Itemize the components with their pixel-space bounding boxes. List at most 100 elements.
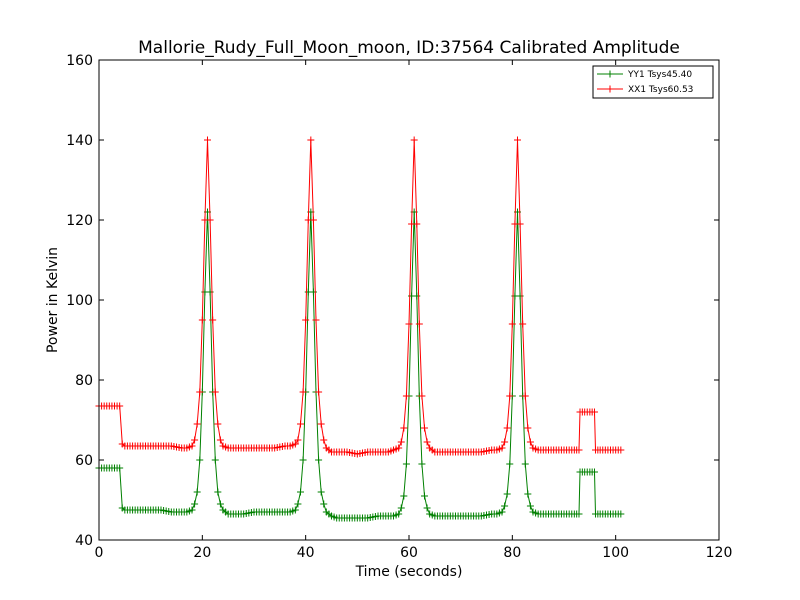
- data-point: [317, 420, 325, 428]
- data-point: [413, 220, 421, 228]
- data-point: [575, 446, 583, 454]
- legend: YY1 Tsys45.40 XX1 Tsys60.53: [592, 65, 714, 99]
- data-point: [405, 320, 413, 328]
- data-point: [206, 216, 214, 224]
- data-point: [397, 504, 405, 512]
- data-point: [315, 456, 323, 464]
- x-axis: 0 20 40 60 80 100 120: [95, 60, 733, 561]
- data-point: [519, 320, 527, 328]
- data-point: [211, 388, 219, 396]
- legend-label-xx1: XX1 Tsys60.53: [628, 85, 693, 95]
- data-point: [196, 388, 204, 396]
- x-tick-label: 120: [706, 545, 733, 561]
- data-point: [193, 420, 201, 428]
- data-point: [211, 456, 219, 464]
- data-point: [503, 424, 511, 432]
- y-axis-label: Power in Kelvin: [45, 247, 61, 353]
- data-point: [498, 444, 506, 452]
- data-point: [590, 408, 598, 416]
- data-point: [418, 460, 426, 468]
- legend-label-yy1: YY1 Tsys45.40: [627, 70, 692, 80]
- x-tick-label: 60: [400, 545, 418, 561]
- data-point: [423, 504, 431, 512]
- data-point: [196, 456, 204, 464]
- data-point: [514, 136, 521, 144]
- data-point: [302, 316, 310, 324]
- data-point: [216, 436, 224, 444]
- data-point: [418, 392, 426, 400]
- data-point: [315, 388, 323, 396]
- data-point: [188, 442, 196, 450]
- data-point: [501, 502, 509, 510]
- data-point: [297, 488, 304, 496]
- legend-box: [592, 65, 714, 99]
- data-point: [521, 460, 529, 468]
- y-tick-label: 40: [75, 533, 93, 549]
- data-point: [423, 438, 431, 446]
- y-tick-label: 100: [66, 293, 93, 309]
- data-point: [116, 402, 124, 410]
- data-point: [397, 438, 405, 446]
- data-point: [590, 468, 598, 476]
- data-point: [508, 320, 516, 328]
- data-point: [415, 320, 423, 328]
- data-point: [402, 392, 410, 400]
- data-point: [312, 316, 320, 324]
- data-point: [299, 388, 307, 396]
- data-point: [617, 446, 625, 454]
- data-point: [575, 510, 583, 518]
- x-tick-label: 40: [297, 545, 315, 561]
- y-tick-label: 120: [66, 213, 93, 229]
- x-axis-label: Time (seconds): [355, 564, 463, 580]
- data-point: [191, 500, 199, 508]
- data-point: [297, 420, 304, 428]
- data-point: [501, 438, 509, 446]
- data-point: [198, 316, 206, 324]
- data-point: [521, 392, 529, 400]
- data-point: [506, 460, 514, 468]
- data-point: [188, 506, 196, 514]
- data-point: [421, 492, 428, 500]
- legend-marker-yy1: [606, 70, 614, 78]
- data-point: [524, 424, 532, 432]
- x-tick-label: 80: [503, 545, 521, 561]
- data-point: [216, 500, 224, 508]
- data-point: [526, 438, 534, 446]
- data-point: [214, 488, 222, 496]
- x-tick-label: 0: [95, 545, 104, 561]
- data-point: [395, 444, 403, 452]
- data-point: [294, 436, 302, 444]
- data-point: [309, 216, 317, 224]
- chart-title: Mallorie_Rudy_Full_Moon_moon, ID:37564 C…: [138, 38, 680, 58]
- y-tick-label: 60: [75, 453, 93, 469]
- data-point: [209, 316, 217, 324]
- data-point: [214, 420, 222, 428]
- data-point: [516, 220, 524, 228]
- data-point: [503, 490, 511, 498]
- data-point: [524, 490, 532, 498]
- data-point: [307, 136, 315, 144]
- data-point: [506, 392, 514, 400]
- y-axis: 40 60 80 100 120 140 160: [66, 53, 719, 549]
- series-0: [95, 208, 625, 522]
- data-point: [291, 440, 299, 448]
- y-tick-label: 80: [75, 373, 93, 389]
- plot-area: 0 20 40 60 80 100 120 40 60 80 100 120 140 160: [66, 53, 732, 561]
- data-point: [191, 436, 199, 444]
- y-tick-label: 140: [66, 133, 93, 149]
- data-point: [498, 508, 506, 516]
- data-point: [400, 492, 408, 500]
- data-point: [395, 510, 403, 518]
- x-tick-label: 20: [193, 545, 211, 561]
- data-point: [421, 424, 428, 432]
- data-point: [402, 460, 410, 468]
- x-tick-label: 100: [602, 545, 629, 561]
- data-point: [410, 136, 418, 144]
- data-point: [617, 510, 625, 518]
- data-point: [320, 500, 328, 508]
- data-point: [526, 502, 534, 510]
- legend-marker-xx1: [606, 85, 614, 93]
- data-point: [204, 136, 211, 144]
